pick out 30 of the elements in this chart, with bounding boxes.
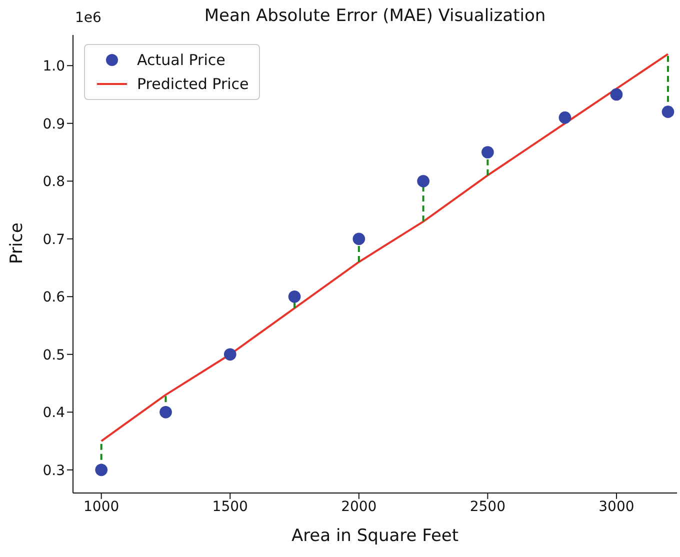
x-axis-title: Area in Square Feet <box>291 526 459 546</box>
x-tick-label: 1500 <box>212 498 248 515</box>
x-tick-label: 1000 <box>84 498 120 515</box>
text: 1e6 <box>75 10 102 26</box>
point <box>95 464 108 476</box>
legend-label: Predicted Price <box>137 74 249 95</box>
point <box>662 106 674 118</box>
point <box>482 146 494 158</box>
legend-label: Actual Price <box>137 50 226 71</box>
y-tick-label: 0.3 <box>42 462 65 479</box>
y-axis-title: Price <box>7 222 28 264</box>
y-tick-label: 0.8 <box>42 174 65 190</box>
x-tick-label: 3000 <box>598 498 634 515</box>
chart-title: Mean Absolute Error (MAE) Visualization <box>204 6 546 26</box>
y-tick-label: 0.4 <box>42 405 66 422</box>
y-tick-label: 0.9 <box>42 116 65 132</box>
point <box>610 88 623 101</box>
point <box>417 174 430 188</box>
y-tick-label: 1.0 <box>42 58 65 75</box>
point <box>224 348 236 361</box>
point <box>352 232 366 246</box>
x-tick-label: 2500 <box>470 498 506 515</box>
point <box>288 290 301 303</box>
point <box>558 111 572 124</box>
y-tick-label: 0.7 <box>42 232 65 248</box>
point <box>160 406 172 418</box>
y-tick-label: 0.5 <box>42 347 65 364</box>
y-tick-label: 0.6 <box>42 290 66 306</box>
x-tick-label: 2000 <box>341 498 377 515</box>
line-series <box>100 53 669 442</box>
